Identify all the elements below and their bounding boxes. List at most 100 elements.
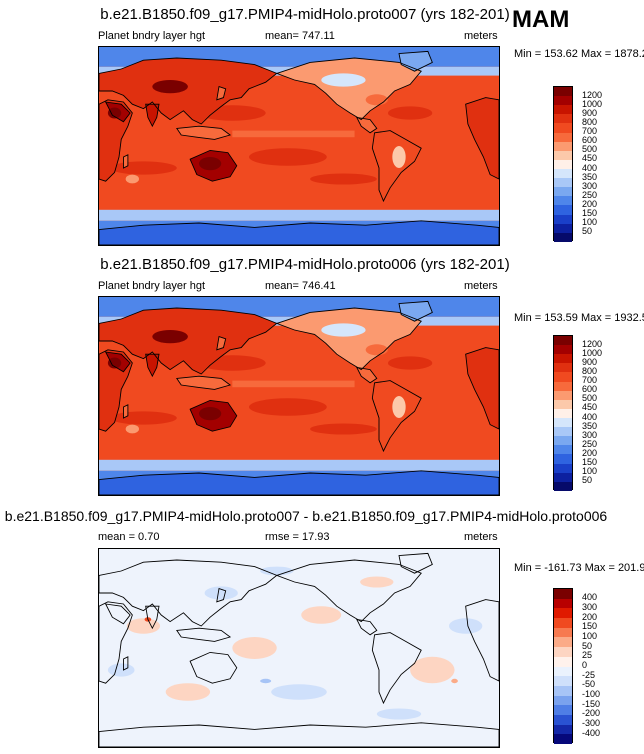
colorbar-tick-label: 400 bbox=[582, 411, 598, 422]
panel-3-minmax: Min = -161.73 Max = 201.94 bbox=[514, 562, 644, 574]
colorbar-swatch bbox=[554, 114, 572, 124]
colorbar-swatch bbox=[554, 695, 572, 706]
colorbar-tick-label: 0 bbox=[582, 660, 588, 670]
colorbar-swatch bbox=[554, 647, 572, 657]
colorbar-swatch bbox=[554, 481, 572, 491]
colorbar-tick-label: -200 bbox=[582, 708, 601, 719]
colorbar-tick-label: 50 bbox=[582, 475, 593, 486]
panel-1-title: b.e21.B1850.f09_g17.PMIP4-midHolo.proto0… bbox=[100, 6, 510, 23]
colorbar-swatch bbox=[554, 196, 572, 206]
colorbar-tick-label: 150 bbox=[582, 457, 598, 468]
colorbar-swatch bbox=[554, 168, 572, 179]
colorbar-tick-label: 450 bbox=[582, 153, 598, 164]
colorbar-swatch bbox=[554, 608, 572, 619]
colorbar-swatch bbox=[554, 656, 572, 667]
colorbar-swatch bbox=[554, 436, 572, 446]
colorbar-swatch bbox=[554, 132, 572, 142]
colorbar-swatch bbox=[554, 178, 572, 188]
map-field bbox=[99, 297, 499, 495]
colorbar-tick-label: 700 bbox=[582, 375, 598, 386]
colorbar-tick-label: 300 bbox=[582, 180, 598, 191]
panel-2-mean-label: mean= 746.41 bbox=[265, 280, 336, 292]
colorbar-tick-label: 100 bbox=[582, 217, 598, 228]
colorbar-tick-label: 200 bbox=[582, 199, 598, 210]
panel-3-title: b.e21.B1850.f09_g17.PMIP4-midHolo.proto0… bbox=[4, 508, 608, 524]
colorbar-swatch bbox=[554, 685, 572, 696]
colorbar-tick-label: 900 bbox=[582, 356, 598, 367]
colorbar-swatch bbox=[554, 666, 572, 677]
colorbar-tick-label: 500 bbox=[582, 144, 598, 155]
panel-1-variable-label: Planet bndry layer hgt bbox=[98, 30, 206, 42]
panel-1-minmax: Min = 153.62 Max = 1878.29 bbox=[514, 48, 644, 60]
colorbar-tick-label: 100 bbox=[582, 466, 598, 477]
colorbar-swatch bbox=[554, 159, 572, 169]
colorbar-swatch bbox=[554, 454, 572, 464]
colorbar-tick-label: 200 bbox=[582, 448, 598, 459]
colorbar-swatch bbox=[554, 463, 572, 473]
colorbar-tick-label: 350 bbox=[582, 171, 598, 182]
colorbar-swatch bbox=[554, 627, 572, 638]
colorbar-tick-label: -400 bbox=[582, 727, 601, 738]
colorbar-swatch bbox=[554, 205, 572, 215]
colorbar-tick-label: 400 bbox=[582, 592, 598, 603]
panel-2-colorbar bbox=[553, 335, 573, 491]
colorbar-tick-label: 350 bbox=[582, 420, 598, 431]
colorbar-swatch bbox=[554, 427, 572, 437]
panel-1-colorbar bbox=[553, 86, 573, 242]
colorbar-swatch bbox=[554, 363, 572, 373]
colorbar-swatch bbox=[554, 589, 572, 599]
colorbar-swatch bbox=[554, 724, 572, 735]
panel-3-map bbox=[98, 548, 500, 748]
map-field bbox=[99, 47, 499, 245]
colorbar-swatch bbox=[554, 399, 572, 409]
colorbar-tick-label: -100 bbox=[582, 689, 601, 700]
panel-2-units-label: meters bbox=[464, 280, 498, 292]
colorbar-swatch bbox=[554, 676, 572, 686]
colorbar-tick-label: 500 bbox=[582, 393, 598, 404]
colorbar-swatch bbox=[554, 714, 572, 725]
colorbar-tick-label: 250 bbox=[582, 189, 598, 200]
colorbar-swatch bbox=[554, 637, 572, 648]
colorbar-tick-label: 300 bbox=[582, 601, 598, 612]
colorbar-swatch bbox=[554, 214, 572, 224]
colorbar-tick-label: 200 bbox=[582, 611, 598, 622]
colorbar-swatch bbox=[554, 354, 572, 364]
colorbar-tick-label: 900 bbox=[582, 107, 598, 118]
colorbar-swatch bbox=[554, 150, 572, 160]
colorbar-tick-label: 600 bbox=[582, 384, 598, 395]
colorbar-swatch bbox=[554, 408, 572, 418]
colorbar-tick-label: 100 bbox=[582, 630, 598, 641]
colorbar-swatch bbox=[554, 87, 572, 97]
colorbar-tick-label: 250 bbox=[582, 438, 598, 449]
colorbar-swatch bbox=[554, 417, 572, 428]
panel-1-map bbox=[98, 46, 500, 246]
colorbar-swatch bbox=[554, 598, 572, 609]
colorbar-tick-label: 1000 bbox=[582, 98, 603, 109]
colorbar-swatch bbox=[554, 345, 572, 355]
colorbar-swatch bbox=[554, 372, 572, 382]
colorbar-swatch bbox=[554, 141, 572, 151]
colorbar-tick-label: -25 bbox=[582, 669, 596, 680]
colorbar-swatch bbox=[554, 123, 572, 133]
colorbar-swatch bbox=[554, 472, 572, 482]
panel-3-mean-label: mean = 0.70 bbox=[98, 531, 160, 543]
colorbar-tick-label: 400 bbox=[582, 162, 598, 173]
colorbar-tick-label: 600 bbox=[582, 135, 598, 146]
colorbar-swatch bbox=[554, 105, 572, 115]
colorbar-tick-label: 50 bbox=[582, 226, 593, 237]
colorbar-swatch bbox=[554, 232, 572, 242]
colorbar-swatch bbox=[554, 445, 572, 455]
panel-2-map bbox=[98, 296, 500, 496]
colorbar-swatch bbox=[554, 705, 572, 715]
colorbar-tick-label: 150 bbox=[582, 208, 598, 219]
colorbar-tick-label: 800 bbox=[582, 116, 598, 127]
colorbar-swatch bbox=[554, 390, 572, 400]
colorbar-tick-label: -300 bbox=[582, 718, 601, 729]
colorbar-tick-label: 25 bbox=[582, 650, 593, 661]
colorbar-swatch bbox=[554, 734, 572, 744]
colorbar-tick-label: 1200 bbox=[582, 338, 603, 349]
panel-1-mean-label: mean= 747.11 bbox=[265, 30, 335, 42]
panel-3-colorbar bbox=[553, 588, 573, 744]
colorbar-tick-label: 50 bbox=[582, 640, 593, 651]
panel-3-units-label: meters bbox=[464, 531, 498, 543]
